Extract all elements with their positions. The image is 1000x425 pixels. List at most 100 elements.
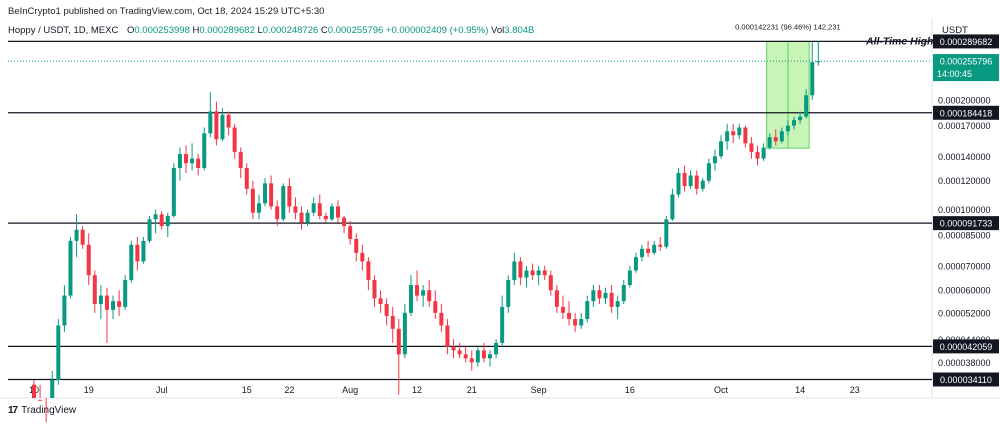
candle-body [323, 215, 328, 220]
candle-body [743, 127, 748, 144]
close-label: C [320, 25, 328, 36]
candle-body [749, 143, 754, 152]
candle-body [421, 290, 426, 296]
price-tick-label: 0.000200000 [938, 95, 991, 105]
candle-body [798, 116, 803, 121]
time-tick-label: 14 [795, 385, 805, 395]
time-tick-label: 22 [284, 385, 294, 395]
candle-body [445, 325, 450, 347]
candle-body [542, 270, 547, 276]
candle-body [372, 280, 377, 299]
candle-body [816, 61, 821, 63]
level-price-label: 0.000091733 [940, 219, 993, 229]
candle-body [317, 203, 322, 216]
candle-body [366, 261, 371, 281]
level-price-tag [933, 372, 999, 387]
candle-body [342, 217, 347, 227]
price-tick-label: 0.000038000 [938, 358, 991, 368]
candle-body [305, 212, 310, 223]
candle-body [408, 285, 413, 313]
all-time-high-annotation: All-Time High - [865, 35, 940, 47]
publisher-caption: BeInCrypto1 published on TradingView.com… [8, 6, 325, 17]
candle-body [652, 244, 657, 253]
candle-body [159, 214, 164, 227]
level-price-tag [933, 216, 999, 231]
current-price-tag [933, 54, 999, 82]
candle-body [202, 133, 207, 169]
tradingview-logo[interactable]: 17 TradingView [8, 405, 76, 416]
candle-body [609, 292, 614, 307]
candle-body [597, 290, 602, 299]
candle-body [700, 180, 705, 189]
price-tick-label: 0.000085000 [938, 231, 991, 241]
candle-body [86, 244, 91, 276]
level-price-label: 0.000042059 [940, 342, 993, 352]
time-tick-label: 19 [84, 385, 94, 395]
candle-body [694, 175, 699, 189]
time-tick-label: 15 [242, 385, 252, 395]
level-price-label: 0.000289682 [940, 37, 993, 47]
candle-body [244, 168, 249, 189]
candle-body [153, 214, 158, 220]
candle-body [275, 206, 280, 220]
price-tick-label: 0.000052000 [938, 308, 991, 318]
candle-countdown: 14:00:45 [937, 69, 972, 79]
candle-body [676, 172, 681, 195]
candle-body [147, 219, 152, 241]
candle-body [129, 244, 134, 281]
candle-body [664, 219, 669, 247]
candle-body [682, 172, 687, 187]
open-value: 0.000253998 [134, 25, 190, 36]
candle-body [506, 280, 511, 307]
candle-body [165, 215, 170, 227]
candle-body [256, 203, 261, 213]
candle-body [536, 270, 541, 276]
candle-body [415, 285, 420, 296]
candle-body [494, 342, 499, 355]
candle-body [603, 292, 608, 299]
low-value: 0.000248726 [262, 25, 319, 36]
candle-body [74, 229, 79, 241]
candle-body [141, 240, 146, 262]
ohlc-legend: Hoppy / USDT, 1D, MEXC O0.000253998 H0.0… [8, 25, 534, 36]
candle-body [518, 261, 523, 278]
level-price-tag [933, 105, 999, 120]
price-tick-label: 0.000140000 [938, 152, 991, 162]
candle-body [481, 350, 486, 359]
candle-body [712, 156, 717, 164]
currency-label[interactable]: USDT [942, 25, 968, 36]
open-label: O [126, 25, 135, 36]
level-price-label: 0.000034110 [940, 375, 992, 385]
candle-body [463, 354, 468, 359]
time-tick-label: 12 [412, 385, 422, 395]
candle-body [554, 290, 559, 307]
price-tick-label: 0.000070000 [938, 261, 991, 271]
candle-body [792, 120, 796, 126]
candle-body [670, 194, 675, 220]
low-label: L [257, 25, 263, 36]
candle-body [658, 244, 663, 247]
candle-body [208, 111, 213, 134]
price-tick-label: 0.000120000 [938, 176, 991, 186]
change-value: +0.000002409 (+0.95%) [385, 25, 489, 36]
candle-body [50, 380, 55, 398]
candle-body [500, 306, 505, 343]
symbol-label[interactable]: Hoppy / USDT, 1D, MEXC [8, 25, 119, 36]
candle-body [92, 275, 97, 304]
candle-body [117, 301, 122, 307]
price-tick-label: 0.000170000 [938, 121, 991, 131]
candle-body [530, 270, 535, 276]
candle-body [469, 358, 474, 363]
candle-body [336, 206, 340, 218]
candle-body [433, 301, 438, 313]
candle-body [190, 158, 195, 164]
candle-body [396, 328, 401, 355]
candle-body [560, 306, 565, 313]
tradingview-brand-label: TradingView [21, 405, 77, 416]
candle-body [384, 303, 389, 316]
candle-body [80, 229, 85, 245]
candle-body [171, 168, 176, 216]
candle-body [32, 384, 36, 398]
candle-body [731, 131, 736, 136]
